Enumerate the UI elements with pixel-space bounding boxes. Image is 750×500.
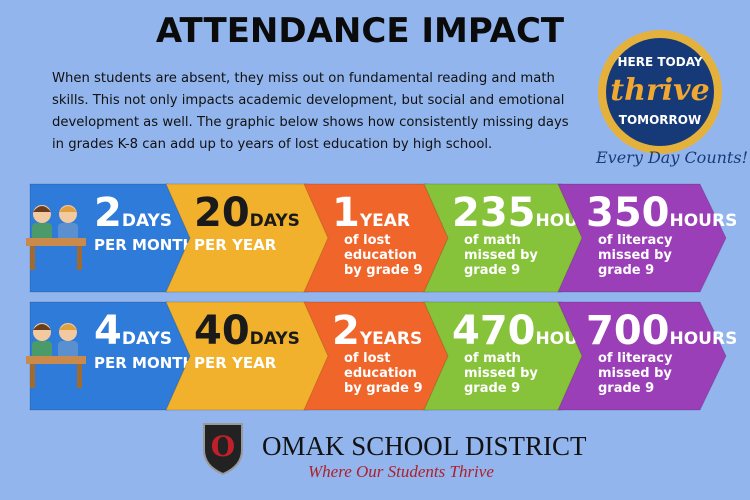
intro-line: in grades K-8 can add up to years of los… <box>52 137 492 152</box>
arrow-detail: grade 9 <box>598 263 654 278</box>
arrow-detail: missed by <box>464 366 538 381</box>
arrow-detail: grade 9 <box>464 381 520 396</box>
arrow-detail: by grade 9 <box>344 381 423 396</box>
intro-line: development as well. The graphic below s… <box>52 115 569 130</box>
district-slogan: Where Our Students Thrive <box>308 462 494 481</box>
arrow-number: 20 <box>194 190 250 236</box>
arrow-headline: 40DAYS <box>194 308 300 354</box>
arrow-number: 1 <box>332 190 360 236</box>
arrow-detail: missed by <box>598 366 672 381</box>
arrow-headline: 700HOURS <box>586 308 737 354</box>
arrow-headline: 1YEAR <box>332 190 410 236</box>
arrow-unit: YEARS <box>359 329 422 349</box>
arrow-detail: of lost <box>344 233 390 248</box>
arrow-detail: of literacy <box>598 233 673 248</box>
kid-hair <box>33 324 51 330</box>
logo-letter: O <box>211 430 235 463</box>
arrow-headline: 470HOURS <box>452 308 603 354</box>
arrow-number: 4 <box>94 308 122 354</box>
badge-top: HERE TODAY <box>617 55 702 69</box>
arrow-unit: DAYS <box>122 211 172 231</box>
title: ATTENDANCE IMPACT <box>156 11 565 51</box>
arrow-detail: education <box>344 366 417 381</box>
arrow-shape <box>557 301 727 411</box>
logo-shield <box>203 423 243 476</box>
kid-body <box>32 223 52 241</box>
badge-bottom: TOMORROW <box>619 113 701 127</box>
arrow-detail: education <box>344 248 417 263</box>
kid-body <box>32 341 52 359</box>
kid-body <box>58 341 78 359</box>
arrow-unit: DAYS <box>122 329 172 349</box>
kid-hair <box>59 206 77 212</box>
desk-leg <box>30 364 35 388</box>
kid-body <box>58 223 78 241</box>
arrow-unit: HOURS <box>670 329 738 349</box>
arrow-detail: PER YEAR <box>194 354 277 372</box>
badge-middle: thrive <box>610 73 709 108</box>
arrow-unit: HOURS <box>670 211 738 231</box>
arrow-detail: of math <box>464 233 521 248</box>
arrow-number: 40 <box>194 308 250 354</box>
arrow-shape <box>557 183 727 293</box>
arrow-detail: by grade 9 <box>344 263 423 278</box>
badge: HERE TODAY thrive TOMORROW Every Day Cou… <box>595 30 748 167</box>
desk-leg <box>77 364 82 388</box>
arrow-number: 350 <box>586 190 670 236</box>
arrow-unit: DAYS <box>250 329 300 349</box>
kid-hair <box>33 206 51 212</box>
footer: O OMAK SCHOOL DISTRICT Where Our Student… <box>203 423 587 481</box>
arrow-headline: 350HOURS <box>586 190 737 236</box>
arrow-headline: 2DAYS <box>94 190 172 236</box>
district-name: OMAK SCHOOL DISTRICT <box>262 431 587 461</box>
badge-core <box>606 38 714 146</box>
arrow-unit: YEAR <box>359 211 410 231</box>
intro-line: When students are absent, they miss out … <box>52 71 555 86</box>
arrow-detail: missed by <box>598 248 672 263</box>
intro: When students are absent, they miss out … <box>52 71 569 152</box>
arrow-detail: grade 9 <box>598 381 654 396</box>
arrow-headline: 235HOURS <box>452 190 603 236</box>
desk <box>26 356 86 364</box>
arrow-detail: PER MONTH <box>94 354 195 372</box>
arrow-detail: of math <box>464 351 521 366</box>
arrow-headline: 4DAYS <box>94 308 172 354</box>
arrow-number: 470 <box>452 308 536 354</box>
arrow-headline: 20DAYS <box>194 190 300 236</box>
arrow-detail: PER MONTH <box>94 236 195 254</box>
arrow-unit: DAYS <box>250 211 300 231</box>
kid-hair <box>59 324 77 330</box>
arrow-number: 2 <box>332 308 360 354</box>
arrow-detail: missed by <box>464 248 538 263</box>
desk <box>26 238 86 246</box>
badge-tagline: Every Day Counts! <box>595 148 748 167</box>
arrow-detail: grade 9 <box>464 263 520 278</box>
arrow-number: 700 <box>586 308 670 354</box>
arrow-detail: of literacy <box>598 351 673 366</box>
arrow-detail: of lost <box>344 351 390 366</box>
arrow-detail: PER YEAR <box>194 236 277 254</box>
arrow-number: 235 <box>452 190 536 236</box>
arrow-headline: 2YEARS <box>332 308 422 354</box>
intro-line: skills. This not only impacts academic d… <box>52 93 564 108</box>
arrow-number: 2 <box>94 190 122 236</box>
desk-leg <box>30 246 35 270</box>
desk-leg <box>77 246 82 270</box>
